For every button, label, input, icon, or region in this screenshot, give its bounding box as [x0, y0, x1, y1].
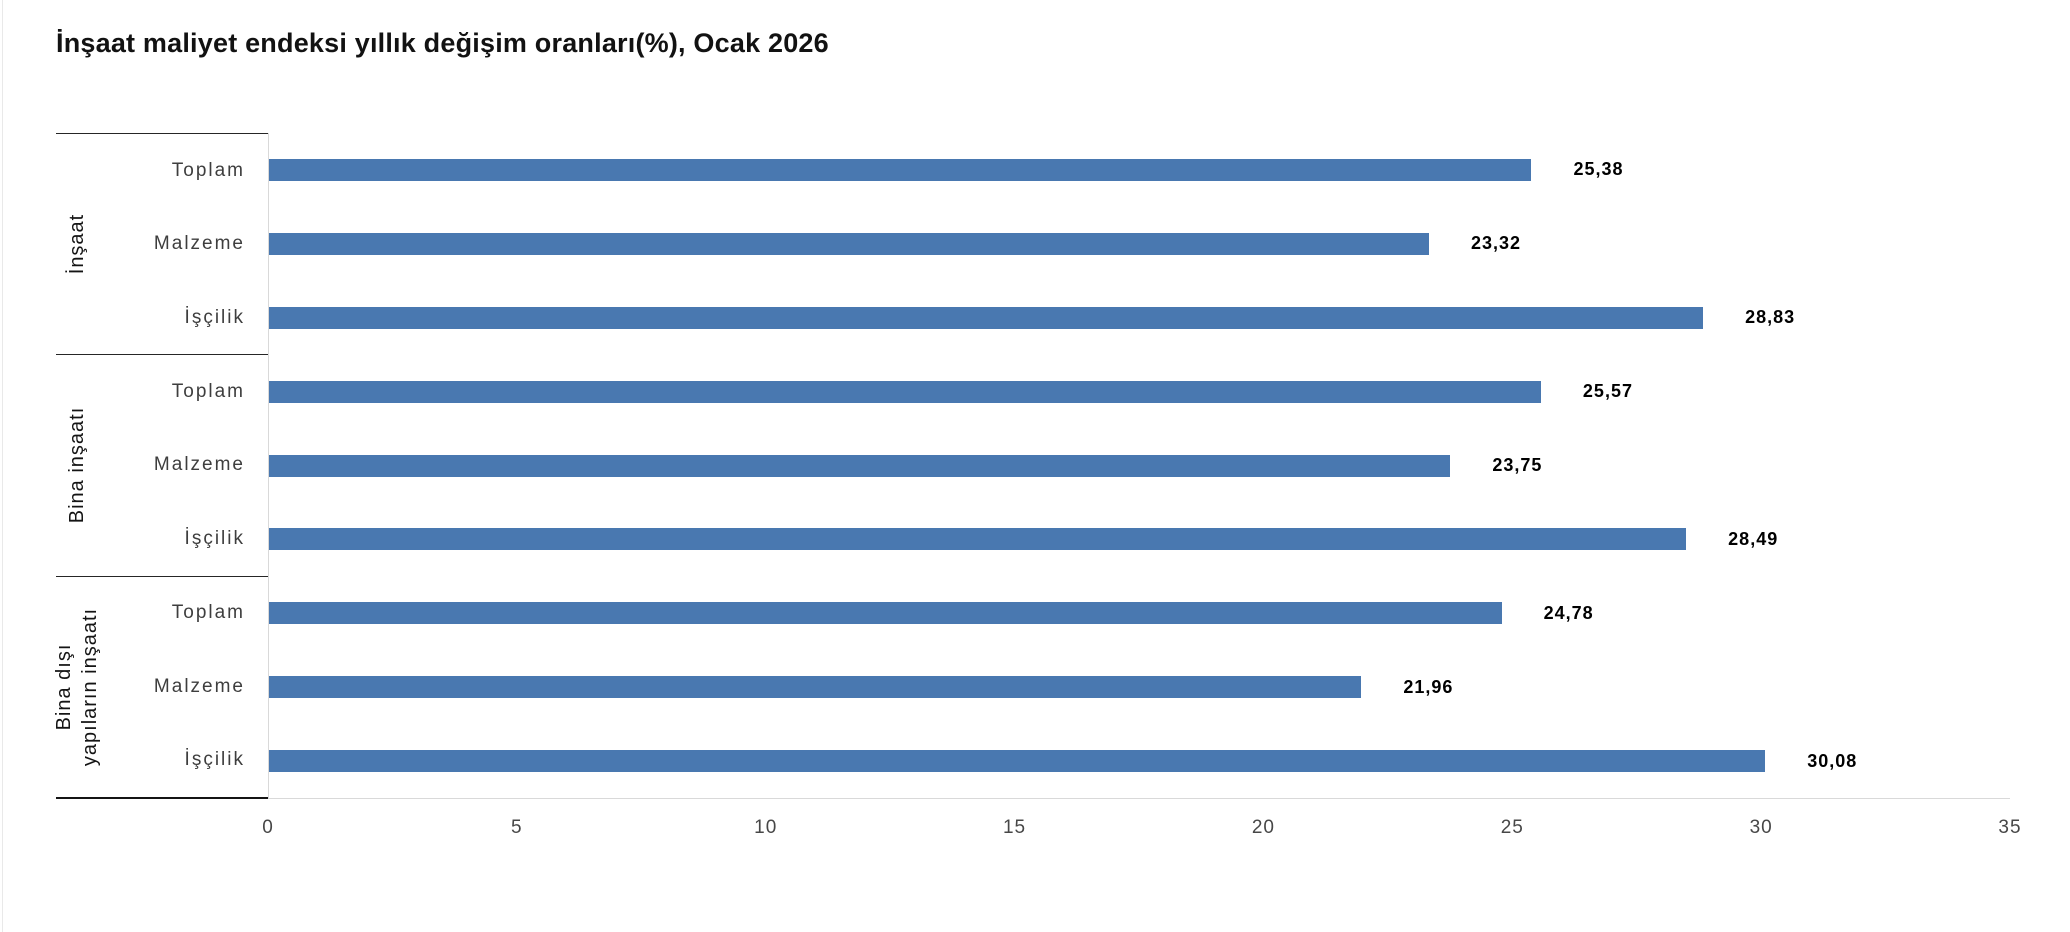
- bar: [269, 750, 1766, 773]
- bar-row: 25,38: [269, 133, 2010, 207]
- category-label: İşçilik: [184, 749, 245, 771]
- axis-tick-label: 5: [511, 817, 523, 838]
- value-label: 28,83: [1745, 307, 1796, 328]
- group-section: İnşaat Toplam Malzeme İşçilik: [56, 133, 268, 354]
- bar-row: 23,32: [269, 207, 2010, 281]
- category-label: Malzeme: [153, 233, 245, 255]
- bar: [269, 454, 1451, 477]
- category-label: Toplam: [171, 602, 245, 624]
- group-label: İnşaat: [66, 213, 88, 275]
- bar: [269, 602, 1502, 625]
- value-label: 30,08: [1807, 750, 1858, 771]
- bar: [269, 676, 1362, 699]
- bar: [269, 232, 1429, 255]
- bar: [269, 158, 1532, 181]
- axis-tick-label: 25: [1500, 817, 1524, 838]
- bar-row: 25,57: [269, 355, 2010, 429]
- category-label: Malzeme: [153, 454, 245, 476]
- axis-tick-label: 10: [754, 817, 778, 838]
- axis-tick-label: 0: [262, 817, 274, 838]
- category-label: Toplam: [171, 381, 245, 403]
- bar-row: 28,83: [269, 281, 2010, 355]
- chart-title: İnşaat maliyet endeksi yıllık değişim or…: [56, 28, 829, 59]
- x-axis: 0 5 10 15 20 25 30 35: [262, 817, 2020, 849]
- axis-tick-label: 15: [1002, 817, 1027, 838]
- bar-row: 30,08: [269, 724, 2010, 798]
- value-label: 25,57: [1582, 381, 1633, 402]
- plot-area: 25,38 23,32 28,83 25,57 23,75 28,49 24,78 21,96…: [268, 133, 2010, 799]
- value-label: 24,78: [1543, 602, 1594, 623]
- value-label: 25,38: [1573, 159, 1624, 180]
- axis-tick-label: 30: [1749, 817, 1773, 838]
- category-label: Toplam: [171, 159, 245, 181]
- category-label: İşçilik: [184, 306, 245, 328]
- category-column: İnşaat Toplam Malzeme İşçilik Bina inşaatı To…: [53, 133, 268, 799]
- category-label: Malzeme: [153, 675, 245, 697]
- axis-tick-label: 35: [1998, 817, 2022, 838]
- bar-row: 21,96: [269, 650, 2010, 724]
- value-label: 28,49: [1728, 528, 1779, 549]
- axis-tick-label: 20: [1251, 817, 1275, 838]
- bar-row: 28,49: [269, 502, 2010, 576]
- bar-row: 23,75: [269, 429, 2010, 503]
- category-label: İşçilik: [184, 527, 245, 549]
- page-left-border: [2, 0, 3, 932]
- group-label: Bina inşaatı: [66, 407, 88, 524]
- value-label: 21,96: [1403, 676, 1454, 697]
- bar-chart: İnşaat Toplam Malzeme İşçilik Bina inşaatı To…: [53, 133, 2010, 799]
- bar-row: 24,78: [269, 576, 2010, 650]
- value-label: 23,75: [1492, 455, 1543, 475]
- bar: [269, 306, 1704, 329]
- group-label: Bina dışı yapıların inşaatı: [53, 607, 101, 766]
- value-label: 23,32: [1471, 233, 1522, 254]
- bar: [269, 528, 1687, 551]
- bar: [269, 380, 1541, 403]
- group-section: Bina dışı yapıların inşaatı Toplam Malzeme…: [53, 575, 268, 799]
- group-section: Bina inşaatı Toplam Malzeme İşçilik: [56, 354, 268, 575]
